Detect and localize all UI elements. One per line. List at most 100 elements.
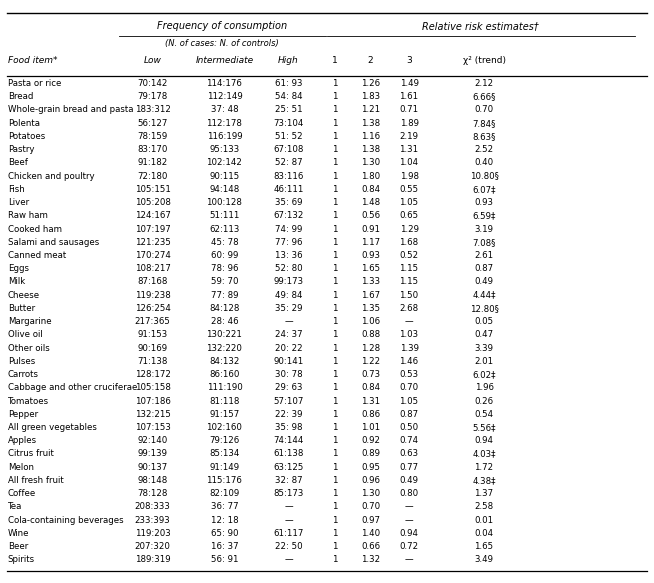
Text: 189:319: 189:319 — [135, 556, 171, 564]
Text: 16: 37: 16: 37 — [211, 542, 238, 551]
Text: 233:393: 233:393 — [135, 516, 171, 525]
Text: 77: 96: 77: 96 — [275, 238, 302, 247]
Text: 132:215: 132:215 — [135, 410, 171, 419]
Text: 1.38: 1.38 — [361, 145, 380, 154]
Text: Relative risk estimates†: Relative risk estimates† — [422, 21, 539, 31]
Text: 6.66§: 6.66§ — [472, 92, 496, 101]
Text: Food item*: Food item* — [8, 56, 58, 65]
Text: 2.12: 2.12 — [474, 79, 494, 88]
Text: 3.39: 3.39 — [475, 343, 494, 353]
Text: 130:221: 130:221 — [207, 331, 243, 339]
Text: 1.05: 1.05 — [400, 198, 419, 207]
Text: 1: 1 — [332, 410, 337, 419]
Text: 1.32: 1.32 — [361, 556, 380, 564]
Text: 1.67: 1.67 — [361, 291, 380, 300]
Text: 100:128: 100:128 — [207, 198, 243, 207]
Text: 0.74: 0.74 — [400, 436, 419, 445]
Text: 90:137: 90:137 — [137, 463, 168, 472]
Text: 0.84: 0.84 — [361, 384, 380, 392]
Text: 1: 1 — [332, 211, 337, 220]
Text: 7.84§: 7.84§ — [472, 119, 496, 128]
Text: Bread: Bread — [8, 92, 33, 101]
Text: 1: 1 — [332, 145, 337, 154]
Text: 102:160: 102:160 — [207, 423, 243, 432]
Text: 78:159: 78:159 — [137, 132, 168, 141]
Text: 82:109: 82:109 — [209, 489, 239, 498]
Text: 67:108: 67:108 — [273, 145, 303, 154]
Text: —: — — [284, 503, 293, 511]
Text: 22: 39: 22: 39 — [275, 410, 302, 419]
Text: —: — — [284, 317, 293, 326]
Text: 3.49: 3.49 — [475, 556, 494, 564]
Text: 1.30: 1.30 — [361, 489, 380, 498]
Text: 32: 87: 32: 87 — [275, 476, 302, 485]
Text: 1.17: 1.17 — [361, 238, 380, 247]
Text: 112:149: 112:149 — [207, 92, 243, 101]
Text: 0.95: 0.95 — [361, 463, 380, 472]
Text: Spirits: Spirits — [8, 556, 35, 564]
Text: 0.40: 0.40 — [474, 159, 494, 167]
Text: 2.01: 2.01 — [474, 357, 494, 366]
Text: Cola-containing beverages: Cola-containing beverages — [8, 516, 124, 525]
Text: 1.65: 1.65 — [474, 542, 494, 551]
Text: 61: 93: 61: 93 — [275, 79, 302, 88]
Text: 1.04: 1.04 — [400, 159, 419, 167]
Text: 99:139: 99:139 — [138, 449, 167, 458]
Text: 1.46: 1.46 — [400, 357, 419, 366]
Text: 73:104: 73:104 — [273, 119, 303, 128]
Text: 115:176: 115:176 — [207, 476, 243, 485]
Text: 6.59‡: 6.59‡ — [472, 211, 496, 220]
Text: 1.31: 1.31 — [361, 396, 380, 406]
Text: 1.98: 1.98 — [400, 171, 419, 181]
Text: 0.70: 0.70 — [474, 106, 494, 114]
Text: 1: 1 — [332, 132, 337, 141]
Text: 0.47: 0.47 — [474, 331, 494, 339]
Text: 128:172: 128:172 — [135, 370, 171, 379]
Text: 1: 1 — [332, 423, 337, 432]
Text: Potatoes: Potatoes — [8, 132, 45, 141]
Text: Intermediate: Intermediate — [196, 56, 254, 65]
Text: All green vegetables: All green vegetables — [8, 423, 97, 432]
Text: 37: 48: 37: 48 — [211, 106, 238, 114]
Text: 1: 1 — [332, 357, 337, 366]
Text: 1.61: 1.61 — [400, 92, 419, 101]
Text: 79:178: 79:178 — [137, 92, 168, 101]
Text: 1.31: 1.31 — [400, 145, 419, 154]
Text: 61:138: 61:138 — [273, 449, 303, 458]
Text: 1: 1 — [332, 503, 337, 511]
Text: 0.04: 0.04 — [474, 529, 494, 538]
Text: 2.68: 2.68 — [400, 304, 419, 313]
Text: 1: 1 — [332, 238, 337, 247]
Text: 4.44‡: 4.44‡ — [472, 291, 496, 300]
Text: 61:117: 61:117 — [273, 529, 303, 538]
Text: 90:115: 90:115 — [209, 171, 239, 181]
Text: 1: 1 — [332, 119, 337, 128]
Text: 49: 84: 49: 84 — [275, 291, 302, 300]
Text: 116:199: 116:199 — [207, 132, 242, 141]
Text: 54: 84: 54: 84 — [275, 92, 302, 101]
Text: 1.15: 1.15 — [400, 278, 419, 286]
Text: 1.40: 1.40 — [361, 529, 380, 538]
Text: 95:133: 95:133 — [209, 145, 239, 154]
Text: Salami and sausages: Salami and sausages — [8, 238, 99, 247]
Text: 35: 69: 35: 69 — [275, 198, 302, 207]
Text: Milk: Milk — [8, 278, 25, 286]
Text: 1.03: 1.03 — [400, 331, 419, 339]
Text: 67:132: 67:132 — [273, 211, 303, 220]
Text: 0.70: 0.70 — [400, 384, 419, 392]
Text: 83:116: 83:116 — [273, 171, 303, 181]
Text: 124:167: 124:167 — [135, 211, 171, 220]
Text: 2: 2 — [368, 56, 373, 65]
Text: 90:169: 90:169 — [137, 343, 167, 353]
Text: 0.87: 0.87 — [400, 410, 419, 419]
Text: 207:320: 207:320 — [135, 542, 171, 551]
Text: 1: 1 — [332, 106, 337, 114]
Text: 4.03‡: 4.03‡ — [472, 449, 496, 458]
Text: 1: 1 — [332, 476, 337, 485]
Text: 84:132: 84:132 — [209, 357, 239, 366]
Text: 1: 1 — [332, 489, 337, 498]
Text: 0.52: 0.52 — [400, 251, 419, 260]
Text: 91:182: 91:182 — [137, 159, 168, 167]
Text: 0.93: 0.93 — [475, 198, 494, 207]
Text: 57:107: 57:107 — [273, 396, 303, 406]
